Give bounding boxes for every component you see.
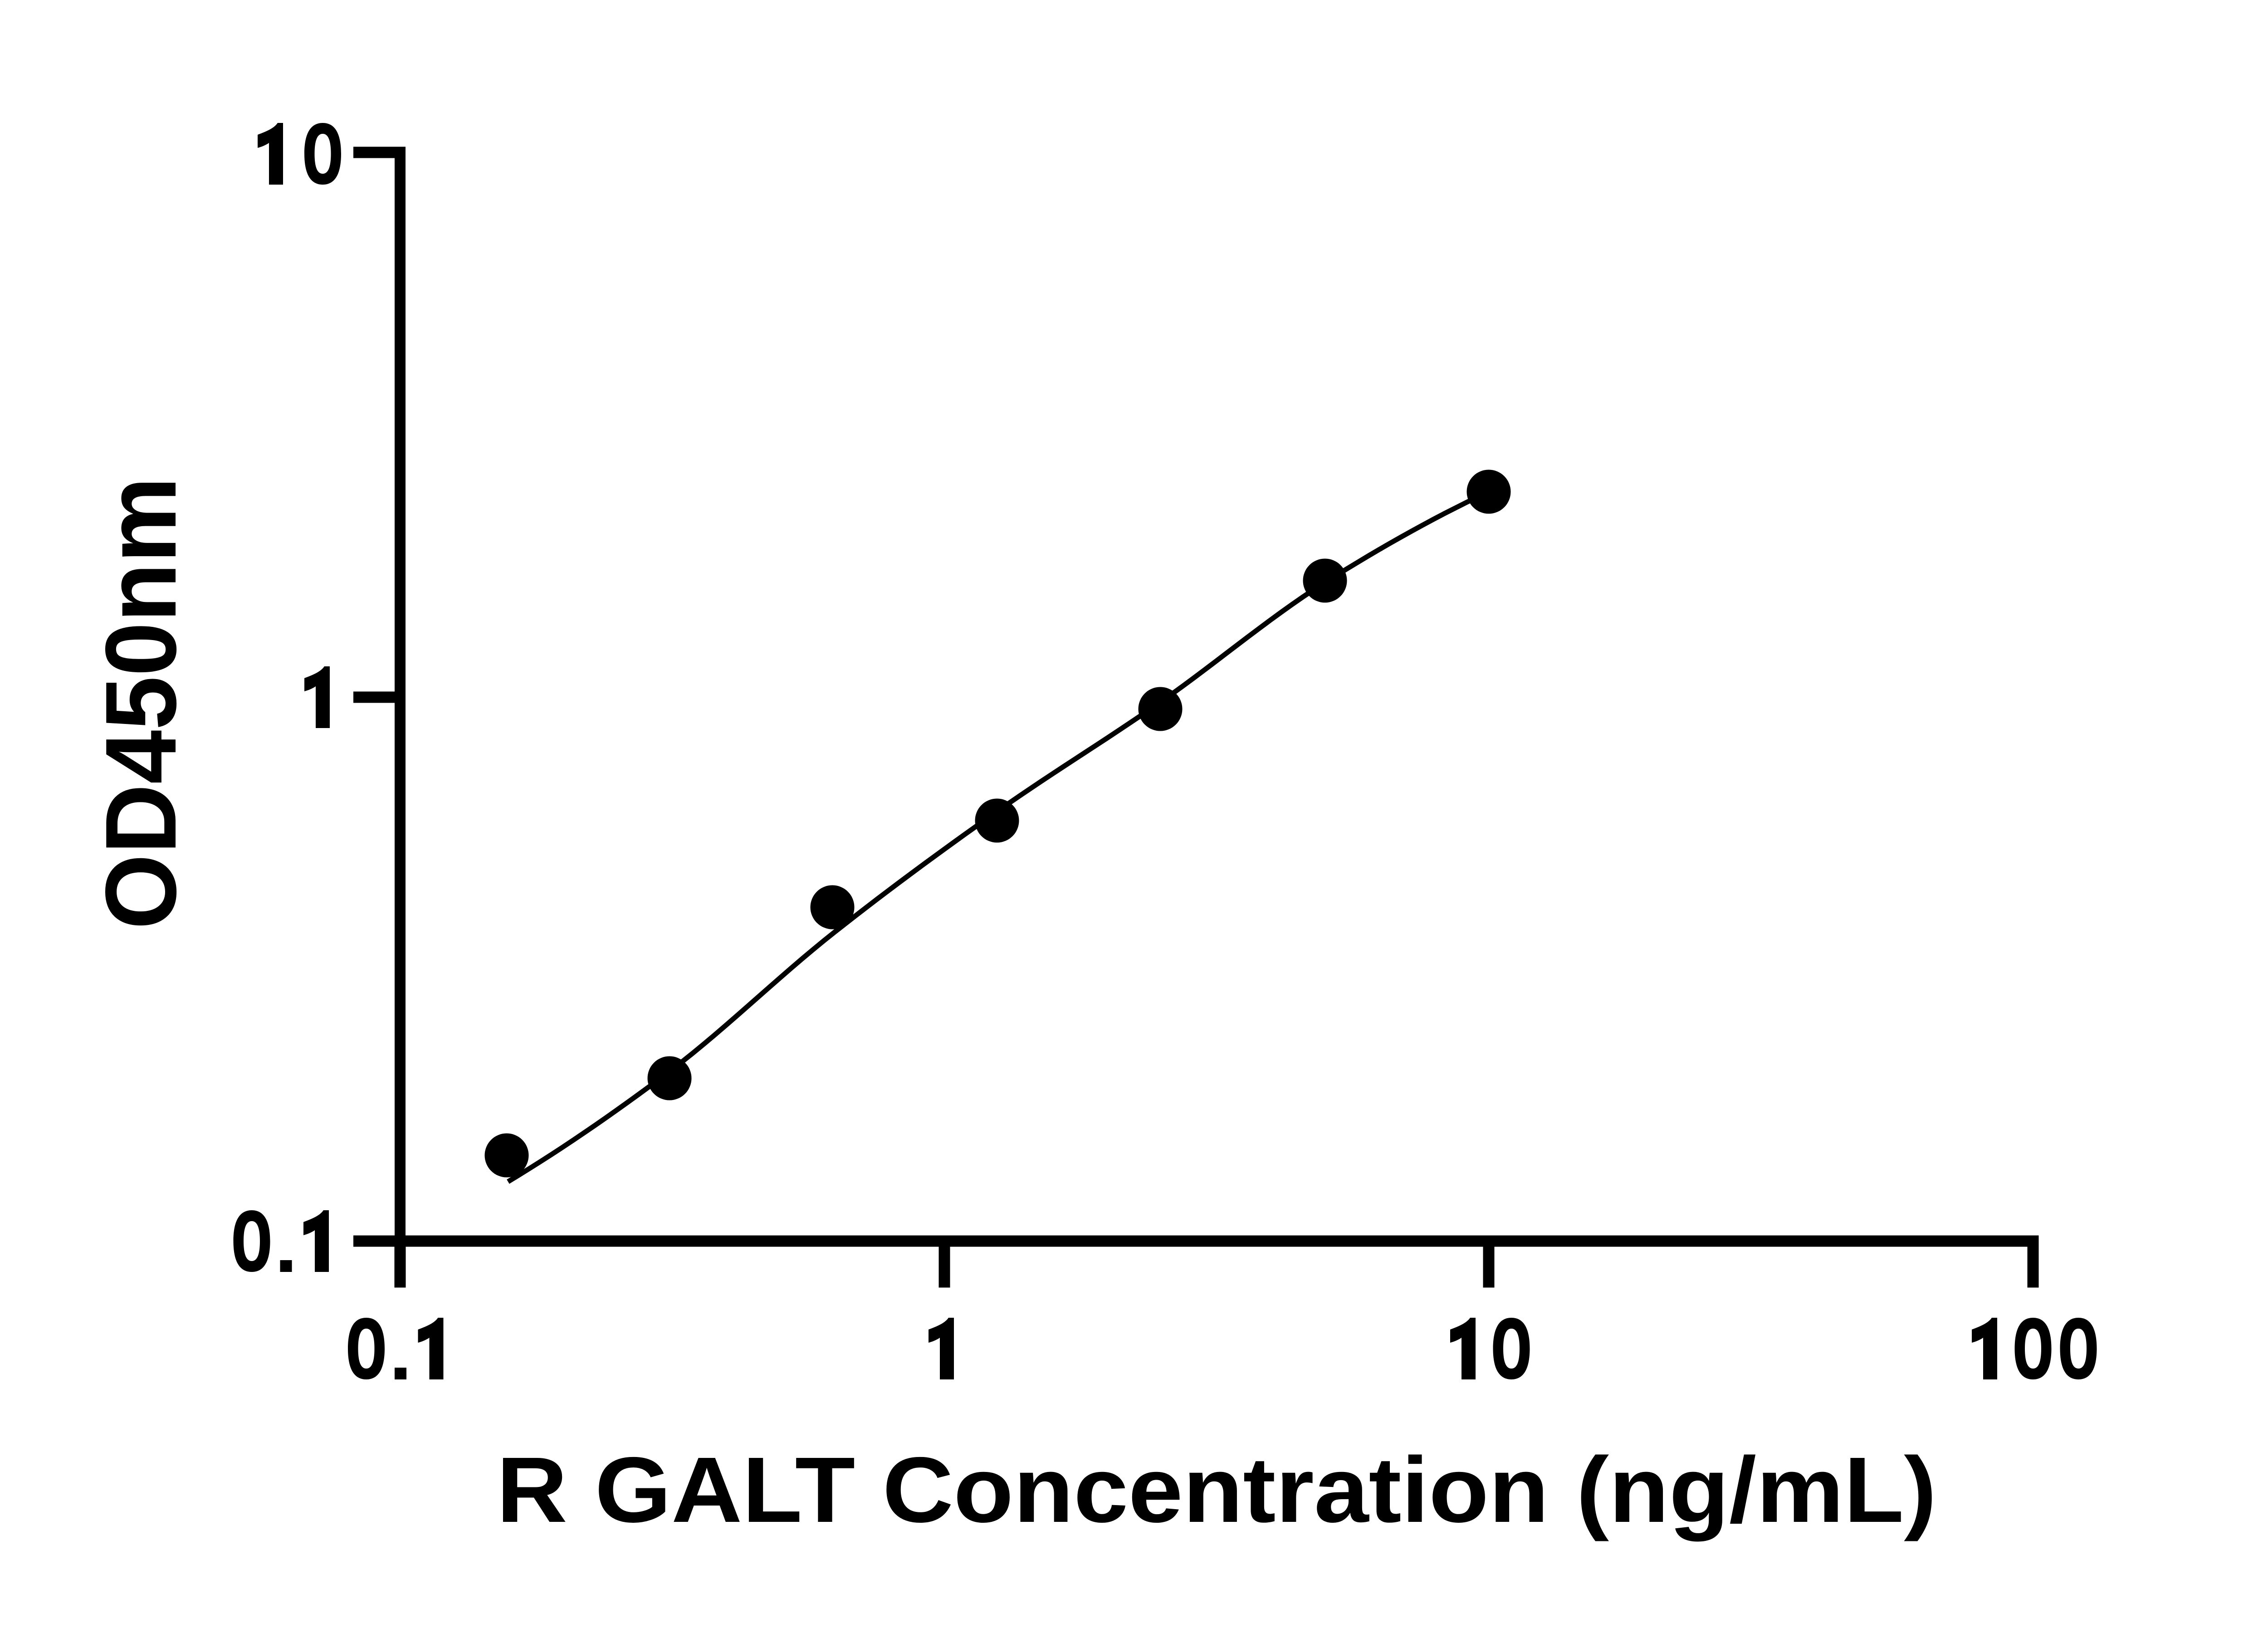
svg-text:R GALT Concentration (ng/mL): R GALT Concentration (ng/mL) <box>497 1438 1937 1542</box>
svg-text:OD450nm: OD450nm <box>85 477 197 929</box>
